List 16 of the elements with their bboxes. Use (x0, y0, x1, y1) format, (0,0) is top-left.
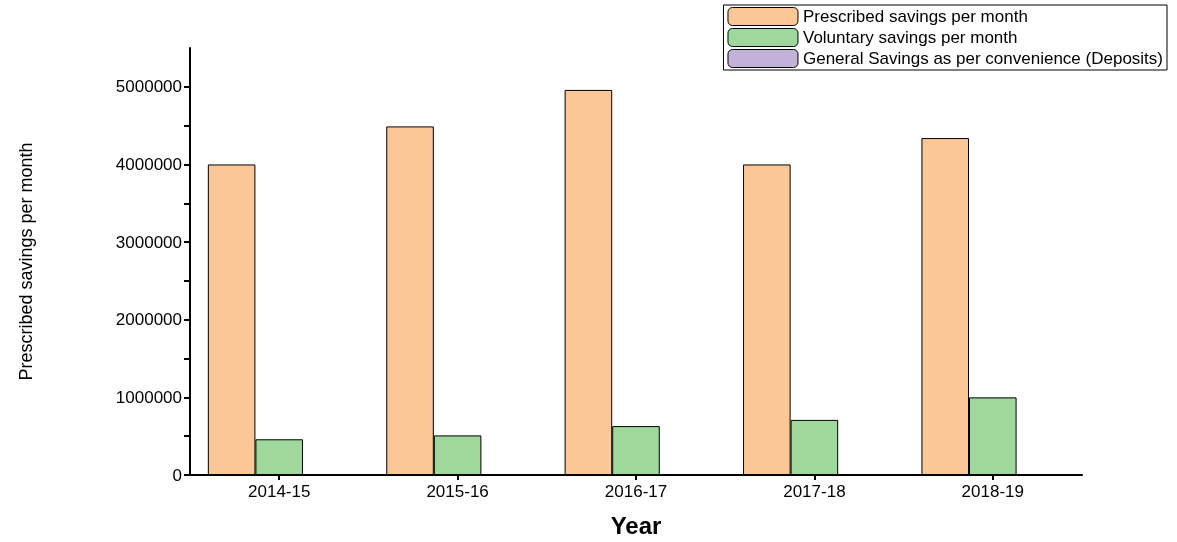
y-tick-label: 4000000 (115, 154, 182, 174)
x-tick-label: 2014-15 (248, 482, 311, 501)
y-axis-title: Prescribed savings per month (16, 142, 36, 381)
legend-label: General Savings as per convenience (Deposits) (802, 49, 1164, 68)
x-tick-label: 2016-17 (604, 482, 668, 501)
y-tick-label: 3000000 (115, 232, 182, 252)
x-tick-label: 2015-16 (426, 482, 489, 501)
y-tick-label: 5000000 (115, 77, 182, 97)
x-tick-label: 2017-18 (783, 482, 846, 501)
y-tick-label: 0 (172, 465, 182, 485)
x-tick-label: 2018-19 (961, 482, 1024, 501)
legend-label: Voluntary savings per month (802, 28, 1018, 47)
y-tick-label: 2000000 (115, 310, 182, 330)
legend-label: Prescribed savings per month (802, 7, 1028, 26)
y-tick-label: 1000000 (115, 387, 182, 407)
x-axis-title: Year (610, 511, 662, 539)
